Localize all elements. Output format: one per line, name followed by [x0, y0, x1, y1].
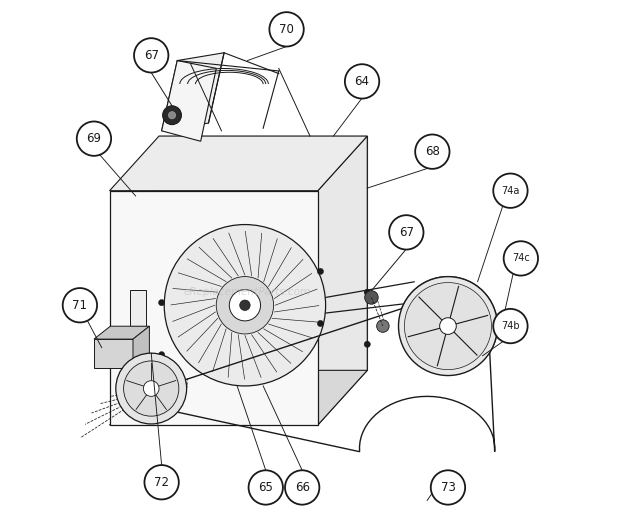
- Circle shape: [159, 300, 165, 306]
- Circle shape: [240, 300, 250, 311]
- Text: 67: 67: [144, 49, 159, 62]
- Circle shape: [440, 318, 456, 335]
- Text: 66: 66: [294, 481, 310, 494]
- Text: 67: 67: [399, 226, 414, 239]
- Circle shape: [216, 277, 273, 334]
- Text: 74c: 74c: [512, 253, 529, 264]
- Circle shape: [404, 282, 492, 370]
- Text: 73: 73: [441, 481, 456, 494]
- Text: 68: 68: [425, 145, 440, 158]
- Circle shape: [376, 320, 389, 333]
- Text: eReplacementParts.com: eReplacementParts.com: [184, 287, 311, 297]
- Circle shape: [134, 38, 169, 73]
- Text: 72: 72: [154, 476, 169, 489]
- Polygon shape: [133, 326, 149, 367]
- Circle shape: [503, 241, 538, 276]
- Circle shape: [144, 465, 179, 500]
- Circle shape: [494, 309, 528, 343]
- Text: 64: 64: [355, 75, 370, 88]
- Polygon shape: [94, 326, 149, 339]
- Circle shape: [164, 224, 326, 386]
- Polygon shape: [110, 191, 318, 425]
- Circle shape: [143, 381, 159, 396]
- Polygon shape: [318, 136, 367, 425]
- Circle shape: [494, 173, 528, 208]
- Text: 74a: 74a: [501, 186, 520, 196]
- Polygon shape: [159, 136, 367, 370]
- Polygon shape: [94, 339, 133, 367]
- Text: 65: 65: [259, 481, 273, 494]
- Circle shape: [285, 470, 319, 505]
- Circle shape: [317, 268, 324, 275]
- Circle shape: [415, 135, 450, 169]
- Circle shape: [63, 288, 97, 323]
- Circle shape: [399, 277, 497, 375]
- Circle shape: [249, 470, 283, 505]
- Circle shape: [345, 64, 379, 99]
- Polygon shape: [130, 290, 146, 326]
- Circle shape: [317, 321, 324, 327]
- Circle shape: [389, 215, 423, 250]
- Circle shape: [364, 289, 370, 295]
- Circle shape: [364, 341, 370, 348]
- Text: 69: 69: [86, 132, 102, 145]
- Polygon shape: [162, 61, 216, 141]
- Text: 74b: 74b: [501, 321, 520, 331]
- Polygon shape: [110, 370, 367, 425]
- Polygon shape: [162, 53, 224, 131]
- Circle shape: [123, 361, 179, 416]
- Circle shape: [77, 122, 111, 156]
- Circle shape: [229, 290, 260, 321]
- Circle shape: [431, 470, 465, 505]
- Text: 71: 71: [73, 299, 87, 312]
- Polygon shape: [110, 136, 367, 191]
- Circle shape: [116, 353, 187, 424]
- Circle shape: [159, 352, 165, 358]
- Circle shape: [169, 112, 175, 119]
- Circle shape: [162, 106, 182, 125]
- Circle shape: [270, 12, 304, 46]
- Circle shape: [365, 291, 378, 304]
- Text: 70: 70: [279, 23, 294, 36]
